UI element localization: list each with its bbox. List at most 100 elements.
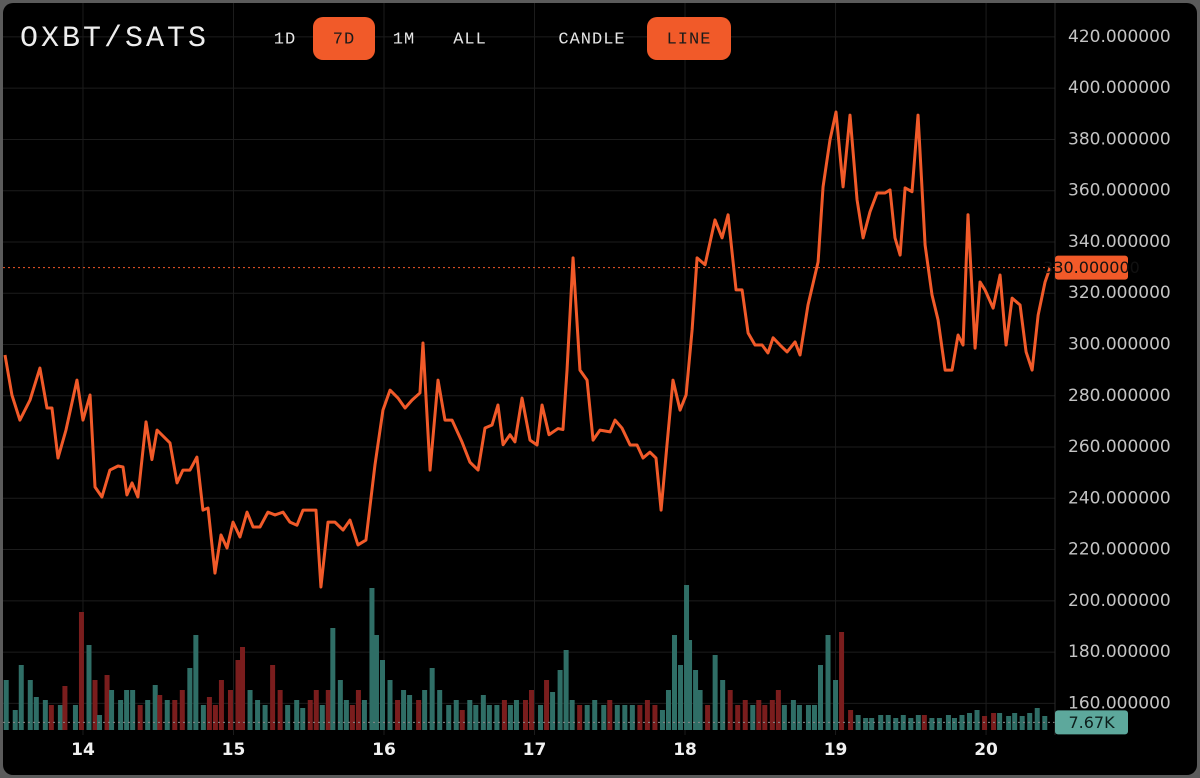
volume-bar [486, 705, 492, 730]
volume-bar [337, 680, 343, 730]
volume-bar [240, 647, 246, 730]
y-tick-label: 180.000000 [1068, 642, 1171, 662]
volume-bar [1019, 716, 1025, 730]
volume-bar [437, 690, 443, 730]
volume-bar [235, 660, 241, 730]
mode-button[interactable]: LINE [667, 30, 712, 49]
volume-bar [569, 700, 575, 730]
volume-bar [86, 645, 92, 730]
range-button[interactable]: 1D [274, 30, 296, 49]
volume-bar [313, 690, 319, 730]
volume-bar [33, 697, 39, 730]
volume-bar [557, 670, 563, 730]
volume-bar [62, 686, 68, 730]
volume-bar [218, 680, 224, 730]
volume-bar [538, 705, 544, 730]
volume-bar [997, 713, 1003, 730]
volume-bar [145, 700, 151, 730]
volume-bar [467, 700, 473, 730]
range-button[interactable]: 7D [333, 30, 355, 49]
volume-bar [817, 665, 823, 730]
volume-bar [459, 710, 465, 730]
volume-bar [319, 705, 325, 730]
volume-bar [361, 700, 367, 730]
volume-tag [1055, 710, 1128, 735]
volume-bar [974, 710, 980, 730]
volume-bar [325, 690, 331, 730]
y-tick-label: 160.000000 [1068, 693, 1171, 713]
volume-bar [705, 705, 711, 730]
volume-bar [878, 715, 884, 730]
volume-bar [659, 710, 665, 730]
volume-bar [193, 635, 199, 730]
volume-bar [395, 700, 401, 730]
y-tick-label: 360.000000 [1068, 181, 1171, 201]
volume-bar [157, 695, 163, 730]
volume-bar [172, 700, 178, 730]
y-tick-label: 280.000000 [1068, 386, 1171, 406]
volume-bar [480, 695, 486, 730]
volume-bar [720, 680, 726, 730]
volume-bar [936, 718, 942, 730]
volume-bar [614, 705, 620, 730]
last-price-tag [1055, 255, 1128, 280]
volume-bar [501, 700, 507, 730]
price-layer [3, 110, 1055, 589]
volume-bar [48, 705, 54, 730]
volume-bar [277, 690, 283, 730]
mode-button-active[interactable] [647, 17, 731, 60]
x-tick-label: 15 [222, 740, 246, 760]
volume-bar [401, 690, 407, 730]
volume-bar [991, 713, 997, 730]
volume-bar [697, 690, 703, 730]
volume-bar [529, 690, 535, 730]
y-tick-label: 220.000000 [1068, 540, 1171, 560]
volume-tag-label: 7.67K [1068, 713, 1115, 732]
volume-bar [790, 700, 796, 730]
volume-bar [429, 668, 435, 730]
volume-bar [72, 705, 78, 730]
volume-bar [343, 700, 349, 730]
volume-bar [300, 708, 306, 730]
volume-bar [206, 697, 212, 730]
volume-bar [592, 700, 598, 730]
volume-bar [187, 668, 193, 730]
volume-bar [671, 635, 677, 730]
volume-bar [652, 705, 658, 730]
volume-bar [756, 700, 762, 730]
volume-bar [839, 632, 845, 730]
volume-bar [130, 690, 136, 730]
volume-bar [355, 690, 361, 730]
mode-button[interactable]: CANDLE [558, 30, 625, 49]
volume-bar [577, 705, 583, 730]
y-tick-label: 320.000000 [1068, 283, 1171, 303]
y-tick-label: 240.000000 [1068, 488, 1171, 508]
range-button-active[interactable] [313, 17, 375, 60]
volume-bar [869, 718, 875, 730]
volume-bar [665, 690, 671, 730]
volume-bar [1012, 713, 1018, 730]
volume-bar [453, 700, 459, 730]
volume-bar [775, 690, 781, 730]
volume-bar [270, 665, 276, 730]
range-button[interactable]: ALL [453, 30, 487, 49]
x-tick-label: 19 [824, 740, 848, 760]
volume-bar [507, 705, 513, 730]
volume-bar [27, 680, 33, 730]
volume-bar [262, 705, 268, 730]
range-button[interactable]: 1M [393, 30, 415, 49]
volume-bar [92, 680, 98, 730]
y-tick-label: 380.000000 [1068, 129, 1171, 149]
volume-bar [227, 690, 233, 730]
volume-bar [307, 700, 313, 730]
volume-bar [294, 700, 300, 730]
volume-bar [446, 705, 452, 730]
volume-bar [12, 710, 18, 730]
volume-bar [212, 705, 218, 730]
volume-bar [929, 718, 935, 730]
volume-bar [247, 690, 253, 730]
volume-bar [796, 705, 802, 730]
y-tick-label: 200.000000 [1068, 591, 1171, 611]
volume-bar [893, 718, 899, 730]
volume-bar [908, 718, 914, 730]
